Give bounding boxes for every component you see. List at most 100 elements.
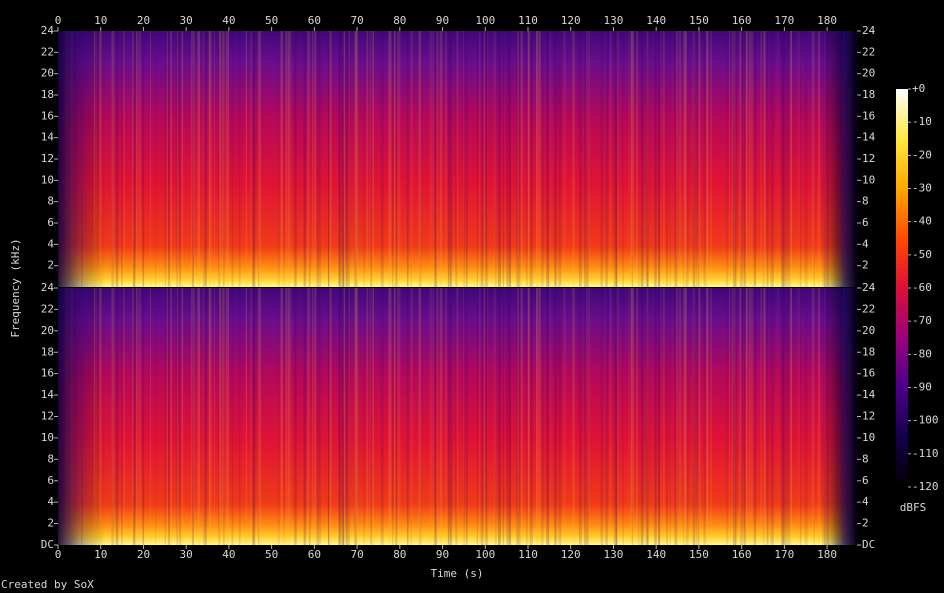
y-tick-label: 16 [862,109,875,122]
y-tick-label: 4 [862,237,869,250]
y-tick-label: 8 [47,195,54,208]
x-tick-label: 160 [732,14,752,27]
colorbar-tick-label: -20 [912,148,932,161]
x-tick-label: 140 [646,548,666,561]
colorbar-tick-label: -30 [912,182,932,195]
y-tick-label: 18 [862,345,875,358]
colorbar-tick-label: -70 [912,314,932,327]
x-tick-label: 20 [137,14,150,27]
x-tick-label: 170 [774,548,794,561]
y-tick-label: 24 [862,281,876,294]
y-tick-label: 2 [862,259,869,272]
y-tick-label: 10 [862,173,875,186]
y-tick-label: 14 [862,388,876,401]
colorbar-tick-label: +0 [912,82,925,95]
x-tick-label: 50 [265,548,278,561]
y-tick-label: 8 [862,195,869,208]
y-tick-label: 4 [47,495,54,508]
y-tick-label: 14 [41,131,55,144]
x-tick-label: 20 [137,548,150,561]
x-tick-label: 50 [265,14,278,27]
y-tick-label: 6 [47,474,54,487]
y-axis-label: Frequency (kHz) [9,238,22,337]
colorbar-tick-label: -100 [912,414,939,427]
x-tick-label: 40 [222,14,235,27]
y-tick-label: DC [862,538,875,551]
y-tick-label: 20 [41,67,54,80]
y-tick-label: 8 [47,452,54,465]
y-tick-label: 10 [41,173,54,186]
y-tick-label: 22 [862,302,875,315]
x-tick-label: 170 [774,14,794,27]
x-tick-label: 60 [308,14,321,27]
footer: Created by SoX [1,578,94,591]
x-tick-label: 120 [561,14,581,27]
y-tick-label: 6 [47,216,54,229]
y-tick-label: 20 [862,324,875,337]
y-tick-label: 24 [862,24,876,37]
y-tick-label: 12 [41,410,54,423]
x-tick-label: 130 [604,14,624,27]
y-tick-label: 6 [862,474,869,487]
x-tick-label: 150 [689,548,709,561]
x-tick-label: 10 [94,14,107,27]
y-tick-label: 6 [862,216,869,229]
colorbar [896,89,908,487]
y-tick-label: 10 [862,431,875,444]
y-tick-label: 10 [41,431,54,444]
y-tick-label: 14 [41,388,55,401]
x-tick-label: 0 [55,14,62,27]
edge-fade [58,31,857,287]
y-tick-label: 22 [862,45,875,58]
colorbar-tick-label: -60 [912,281,932,294]
x-tick-label: 90 [436,14,449,27]
colorbar-tick-label: -80 [912,347,932,360]
colorbar-tick-label: -120 [912,480,939,493]
x-tick-label: 10 [94,548,107,561]
y-tick-label: 18 [41,345,54,358]
x-axis-label: Time (s) [431,567,484,580]
colorbar-tick-label: -50 [912,248,932,261]
y-tick-label: 18 [862,88,875,101]
x-tick-label: 120 [561,548,581,561]
x-tick-label: 140 [646,14,666,27]
y-tick-label: 4 [862,495,869,508]
x-tick-label: 80 [393,14,406,27]
y-tick-label: 14 [862,131,876,144]
colorbar-tick-label: -110 [912,447,939,460]
y-tick-label: 12 [862,152,875,165]
y-tick-label: 8 [862,452,869,465]
y-tick-label: 20 [41,324,54,337]
y-tick-label: 4 [47,237,54,250]
x-tick-label: 40 [222,548,235,561]
x-tick-label: 80 [393,548,406,561]
y-tick-label: 24 [41,281,55,294]
y-tick-label: 22 [41,45,54,58]
x-tick-label: 110 [518,14,538,27]
y-tick-label: 16 [41,109,54,122]
x-tick-label: 150 [689,14,709,27]
x-tick-label: 30 [180,548,193,561]
x-tick-label: 110 [518,548,538,561]
x-tick-label: 180 [817,14,837,27]
y-tick-label: 12 [862,410,875,423]
x-tick-label: 70 [350,14,363,27]
x-tick-label: 100 [475,14,495,27]
y-tick-label: DC [41,538,54,551]
y-tick-label: 2 [862,517,869,530]
y-tick-label: 16 [862,367,875,380]
colorbar-tick-label: -90 [912,381,932,394]
x-tick-label: 30 [180,14,193,27]
edge-fade [58,288,857,545]
y-tick-label: 2 [47,517,54,530]
x-tick-label: 0 [55,548,62,561]
y-tick-label: 2 [47,259,54,272]
colorbar-tick-label: -10 [912,115,932,128]
y-tick-label: 16 [41,367,54,380]
y-tick-label: 22 [41,302,54,315]
colorbar-label: dBFS [900,501,927,514]
colorbar-tick-label: -40 [912,215,932,228]
x-tick-label: 60 [308,548,321,561]
y-tick-label: 18 [41,88,54,101]
